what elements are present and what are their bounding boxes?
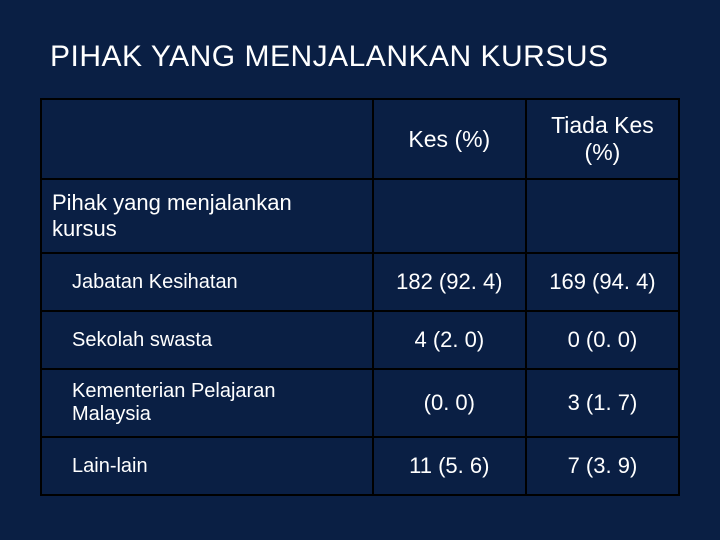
header-blank <box>41 99 373 179</box>
row-c2: 3 (1. 7) <box>526 369 679 437</box>
row-label: Jabatan Kesihatan <box>41 253 373 311</box>
row-c1: (0. 0) <box>373 369 526 437</box>
slide: PIHAK YANG MENJALANKAN KURSUS Kes (%) Ti… <box>0 0 720 540</box>
table-header-row: Kes (%) Tiada Kes (%) <box>41 99 679 179</box>
table-row: Lain-lain 11 (5. 6) 7 (3. 9) <box>41 437 679 495</box>
section-label: Pihak yang menjalankan kursus <box>41 179 373 253</box>
table-row: Kementerian Pelajaran Malaysia (0. 0) 3 … <box>41 369 679 437</box>
header-tiada-kes: Tiada Kes (%) <box>526 99 679 179</box>
row-c2: 7 (3. 9) <box>526 437 679 495</box>
row-c1: 182 (92. 4) <box>373 253 526 311</box>
row-label: Kementerian Pelajaran Malaysia <box>41 369 373 437</box>
slide-title: PIHAK YANG MENJALANKAN KURSUS <box>50 40 680 74</box>
table-row: Jabatan Kesihatan 182 (92. 4) 169 (94. 4… <box>41 253 679 311</box>
section-c2 <box>526 179 679 253</box>
data-table: Kes (%) Tiada Kes (%) Pihak yang menjala… <box>40 98 680 496</box>
table-row: Sekolah swasta 4 (2. 0) 0 (0. 0) <box>41 311 679 369</box>
row-c1: 4 (2. 0) <box>373 311 526 369</box>
section-c1 <box>373 179 526 253</box>
row-label: Lain-lain <box>41 437 373 495</box>
table-section-row: Pihak yang menjalankan kursus <box>41 179 679 253</box>
row-label: Sekolah swasta <box>41 311 373 369</box>
row-c2: 0 (0. 0) <box>526 311 679 369</box>
row-c1: 11 (5. 6) <box>373 437 526 495</box>
row-c2: 169 (94. 4) <box>526 253 679 311</box>
header-kes: Kes (%) <box>373 99 526 179</box>
